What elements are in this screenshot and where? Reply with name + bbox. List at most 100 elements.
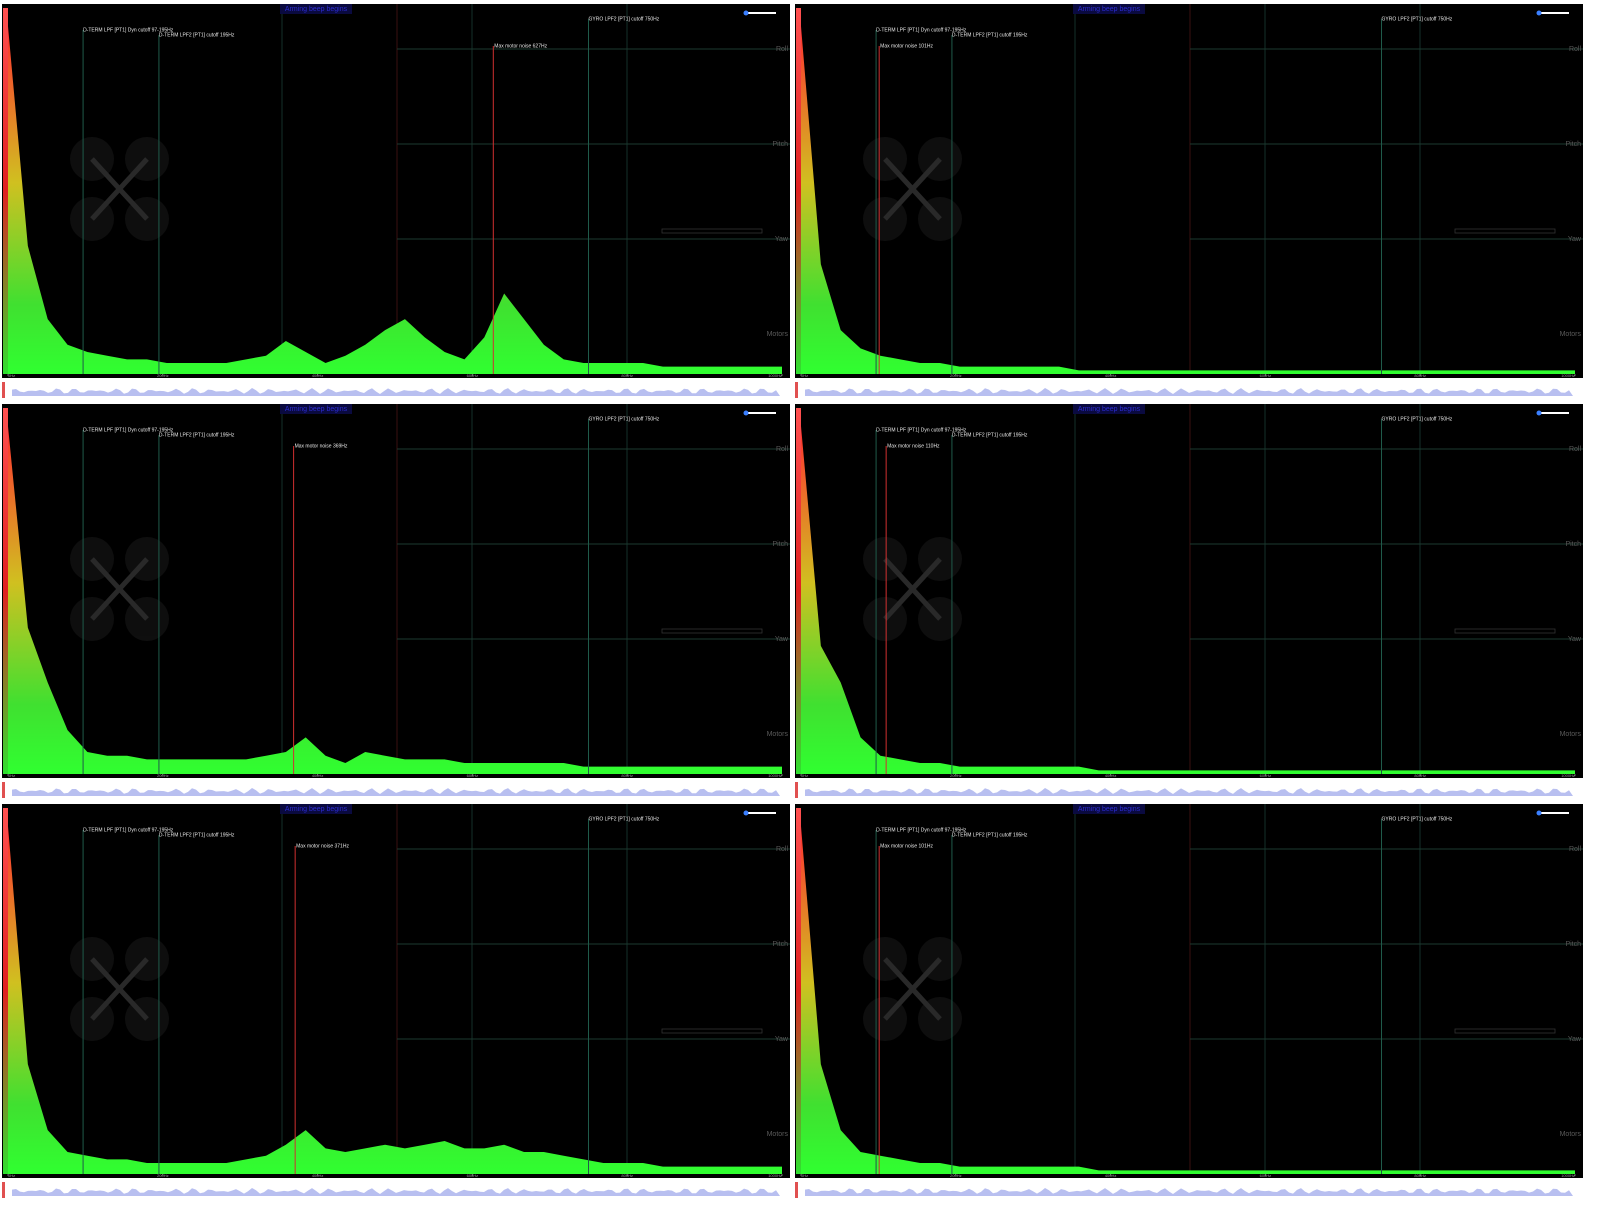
x-tick-label: 800Hz	[1414, 1173, 1426, 1178]
slider-knob	[1536, 10, 1542, 16]
filter-label: D-TERM LPF2 [PT1] cutoff 195Hz	[952, 32, 1028, 38]
drone-rotor	[918, 137, 962, 181]
drone-arm	[90, 157, 149, 221]
x-tick-label: 600Hz	[1260, 773, 1272, 778]
trace-label: Pitch	[1565, 541, 1581, 548]
x-tick-label: 800Hz	[621, 773, 633, 778]
trace-label: Motors	[767, 731, 789, 738]
spectrum-panel: Arming beep begins D-TERM LPF [PT1] Dyn c…	[795, 4, 1583, 398]
drone-rotor	[918, 197, 962, 241]
trace-label: Motors	[767, 1131, 789, 1138]
x-tick-label: 1000Hz	[768, 1173, 782, 1178]
trace-label: Pitch	[772, 141, 788, 148]
x-tick-label: 600Hz	[467, 1173, 479, 1178]
motor-noise-label: Max motor noise 627Hz	[494, 43, 547, 49]
drone-rotor	[70, 197, 114, 241]
plot-background	[2, 404, 790, 778]
strip-marker	[2, 382, 5, 398]
strip-trace	[805, 788, 1573, 796]
drone-rotor	[918, 937, 962, 981]
slider	[1537, 412, 1569, 414]
title-bg	[1073, 404, 1145, 414]
trace-label: Motors	[767, 331, 789, 338]
trace-label: Yaw	[775, 236, 789, 243]
trace-label: Roll	[1569, 46, 1582, 53]
strip-trace	[805, 1188, 1573, 1196]
drone-arm	[90, 957, 149, 1021]
strip-marker	[2, 1182, 5, 1198]
color-bar	[796, 408, 801, 774]
drone-rotor	[125, 997, 169, 1041]
drone-arm	[883, 957, 942, 1021]
x-tick-label: 800Hz	[1414, 373, 1426, 378]
filter-label: D-TERM LPF2 [PT1] cutoff 195Hz	[159, 832, 235, 838]
x-tick-label: 0Hz	[801, 773, 808, 778]
filter-label: GYRO LPF2 [PT1] cutoff 750Hz	[1382, 416, 1453, 422]
motor-noise-label: Max motor noise 369Hz	[295, 443, 348, 449]
filter-label: D-TERM LPF [PT1] Dyn cutoff 97-195Hz	[83, 827, 174, 833]
x-tick-label: 800Hz	[621, 1173, 633, 1178]
trace-label: Roll	[1569, 846, 1582, 853]
drone-rotor	[125, 197, 169, 241]
trace-label: Roll	[776, 846, 789, 853]
motor-noise-label: Max motor noise 101Hz	[880, 43, 933, 49]
strip-marker	[795, 1182, 798, 1198]
drone-icon	[863, 537, 962, 641]
drone-rotor	[125, 137, 169, 181]
title: Arming beep begins	[285, 806, 348, 813]
x-tick-label: 400Hz	[1105, 373, 1117, 378]
drone-arm	[883, 557, 942, 621]
title: Arming beep begins	[285, 6, 348, 13]
drone-rotor	[863, 537, 907, 581]
title: Arming beep begins	[1078, 806, 1141, 813]
filter-label: D-TERM LPF [PT1] Dyn cutoff 97-195Hz	[876, 827, 967, 833]
title-bg	[280, 4, 352, 14]
drone-icon	[70, 537, 169, 641]
title-bg	[1073, 4, 1145, 14]
color-bar	[796, 808, 801, 1174]
drone-rotor	[918, 537, 962, 581]
trace-label: Yaw	[775, 636, 789, 643]
drone-rotor	[863, 137, 907, 181]
x-tick-label: 400Hz	[312, 1173, 324, 1178]
overlay-box	[1454, 628, 1556, 634]
slider-knob	[743, 10, 749, 16]
drone-arm	[90, 557, 149, 621]
trace-label: Motors	[1560, 731, 1582, 738]
x-tick-label: 0Hz	[8, 373, 15, 378]
x-tick-label: 400Hz	[1105, 1173, 1117, 1178]
filter-label: D-TERM LPF2 [PT1] cutoff 195Hz	[159, 32, 235, 38]
drone-arm	[883, 157, 942, 221]
title-bg	[1073, 804, 1145, 814]
x-tick-label: 600Hz	[467, 373, 479, 378]
drone-rotor	[863, 597, 907, 641]
overlay-box	[1454, 1028, 1556, 1034]
x-tick-label: 1000Hz	[1561, 373, 1575, 378]
slider-knob	[743, 410, 749, 416]
spectrum-panel: Arming beep begins D-TERM LPF [PT1] Dyn c…	[2, 804, 790, 1198]
drone-rotor	[70, 937, 114, 981]
drone-rotor	[125, 937, 169, 981]
drone-rotor	[125, 597, 169, 641]
x-tick-label: 0Hz	[8, 773, 15, 778]
filter-label: GYRO LPF2 [PT1] cutoff 750Hz	[1382, 816, 1453, 822]
x-tick-label: 800Hz	[1414, 773, 1426, 778]
drone-rotor	[125, 537, 169, 581]
color-bar	[3, 808, 8, 1174]
filter-label: D-TERM LPF [PT1] Dyn cutoff 97-195Hz	[83, 427, 174, 433]
plot-background	[795, 404, 1583, 778]
trace-label: Roll	[776, 446, 789, 453]
drone-icon	[863, 137, 962, 241]
x-tick-label: 200Hz	[950, 1173, 962, 1178]
motor-noise-label: Max motor noise 371Hz	[296, 843, 349, 849]
spectrum-panel: Arming beep begins D-TERM LPF [PT1] Dyn c…	[2, 4, 790, 398]
strip-marker	[795, 382, 798, 398]
filter-label: D-TERM LPF [PT1] Dyn cutoff 97-195Hz	[876, 427, 967, 433]
overlay-box	[661, 628, 763, 634]
drone-arm	[90, 957, 149, 1021]
plot-background	[795, 4, 1583, 378]
color-bar	[796, 8, 801, 374]
filter-label: D-TERM LPF [PT1] Dyn cutoff 97-195Hz	[83, 27, 174, 33]
plot-background	[2, 4, 790, 378]
